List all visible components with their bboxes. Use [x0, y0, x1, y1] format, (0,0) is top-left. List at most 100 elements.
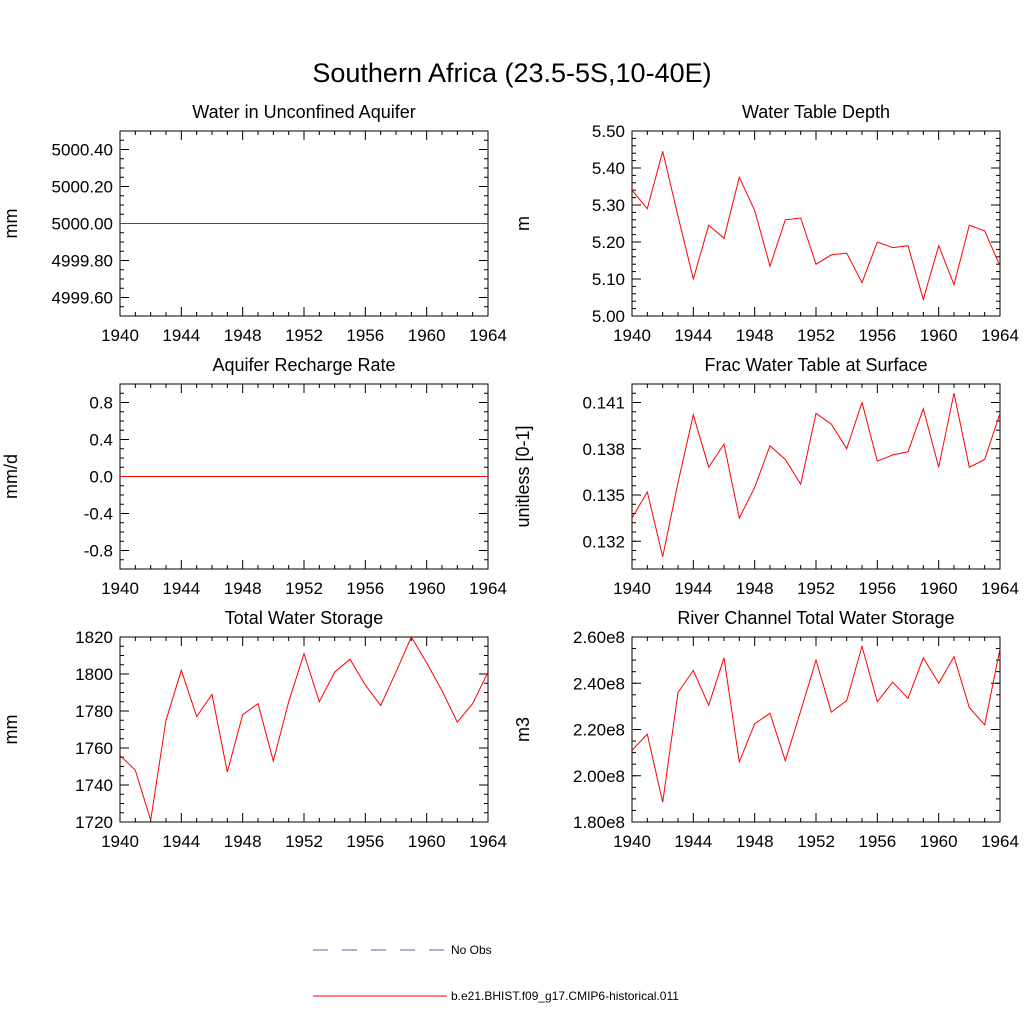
x-tick-label: 1940: [613, 832, 651, 851]
panel-title: Frac Water Table at Surface: [704, 355, 927, 375]
panels-group: Water in Unconfined Aquifer mm 1940 1944 194…: [1, 102, 1019, 851]
panel-frac-water-table-at-surface: Frac Water Table at Surface unitless [0-1…: [513, 355, 1019, 598]
y-tick-label: 1780: [75, 702, 113, 721]
y-tick-label: 1.80e8: [573, 813, 625, 832]
y-tick-label: 2.00e8: [573, 767, 625, 786]
figure-title: Southern Africa (23.5-5S,10-40E): [312, 58, 711, 88]
x-tick-label: 1960: [920, 326, 958, 345]
x-tick-label: 1948: [736, 326, 774, 345]
x-tick-label: 1964: [469, 326, 507, 345]
x-tick-label: 1948: [224, 326, 262, 345]
y-tick-label: 1720: [75, 813, 113, 832]
panel-title: River Channel Total Water Storage: [677, 608, 954, 628]
x-tick-label: 1948: [736, 832, 774, 851]
y-tick-label: 5000.00: [52, 215, 113, 234]
y-tick-label: 0.8: [89, 394, 113, 413]
x-tick-label: 1944: [674, 832, 712, 851]
y-tick-label: 4999.80: [52, 252, 113, 271]
x-tick-label: 1944: [162, 326, 200, 345]
x-tick-label: 1952: [797, 326, 835, 345]
y-tick-label: 0.132: [582, 532, 625, 551]
y-tick-label: 0.141: [582, 394, 625, 413]
panel-water-in-unconfined-aquifer: Water in Unconfined Aquifer mm 1940 1944 194…: [1, 102, 507, 345]
x-tick-label: 1964: [981, 832, 1019, 851]
plot-frame: [119, 636, 489, 823]
y-tick-label: -0.8: [84, 542, 113, 561]
x-tick-label: 1964: [981, 579, 1019, 598]
y-tick-label: 1820: [75, 628, 113, 647]
y-axis-label: m3: [513, 717, 533, 742]
x-tick-label: 1940: [613, 579, 651, 598]
y-tick-label: 5.50: [592, 122, 625, 141]
y-axis-label: mm/d: [1, 454, 21, 499]
y-tick-label: 2.60e8: [573, 628, 625, 647]
panel-aquifer-recharge-rate: Aquifer Recharge Rate mm/d 1940 1944 1948 195…: [1, 355, 507, 598]
panel-total-water-storage: Total Water Storage mm 1940 1944 1948 1952 195…: [1, 608, 507, 851]
series-line: [631, 151, 1001, 302]
x-tick-label: 1952: [285, 326, 323, 345]
x-tick-label: 1952: [797, 832, 835, 851]
y-axis-label: mm: [1, 209, 21, 239]
y-tick-label: 1760: [75, 739, 113, 758]
x-tick-label: 1940: [101, 326, 139, 345]
y-tick-label: 1800: [75, 665, 113, 684]
y-tick-label: 5.00: [592, 307, 625, 326]
x-tick-label: 1964: [981, 326, 1019, 345]
x-tick-label: 1948: [736, 579, 774, 598]
y-tick-label: 5.10: [592, 270, 625, 289]
x-tick-label: 1956: [346, 326, 384, 345]
x-tick-label: 1944: [674, 579, 712, 598]
y-tick-label: 5000.40: [52, 141, 113, 160]
x-tick-label: 1956: [346, 832, 384, 851]
y-axis-label: mm: [1, 715, 21, 745]
plot-frame: [631, 130, 1001, 317]
x-tick-label: 1944: [162, 832, 200, 851]
y-tick-label: 5000.20: [52, 178, 113, 197]
plot-frame: [631, 383, 1001, 570]
panel-title: Total Water Storage: [225, 608, 383, 628]
legend-label-model: b.e21.BHIST.f09_g17.CMIP6-historical.011: [451, 989, 679, 1003]
x-tick-label: 1960: [408, 832, 446, 851]
y-tick-label: 0.0: [89, 468, 113, 487]
y-tick-label: 2.40e8: [573, 674, 625, 693]
y-tick-label: 5.30: [592, 196, 625, 215]
x-tick-label: 1956: [858, 579, 896, 598]
x-tick-label: 1944: [674, 326, 712, 345]
y-tick-label: 1740: [75, 776, 113, 795]
x-tick-label: 1964: [469, 579, 507, 598]
series-line: [119, 635, 489, 821]
y-tick-label: 0.138: [582, 440, 625, 459]
legend: No Obs b.e21.BHIST.f09_g17.CMIP6-histori…: [313, 943, 679, 1003]
y-axis-label: m: [513, 216, 533, 231]
panel-title: Water in Unconfined Aquifer: [192, 102, 415, 122]
y-tick-label: 4999.60: [52, 289, 113, 308]
series-line: [631, 393, 1001, 557]
x-tick-label: 1940: [101, 579, 139, 598]
x-tick-label: 1956: [858, 326, 896, 345]
x-tick-label: 1940: [613, 326, 651, 345]
x-tick-label: 1956: [858, 832, 896, 851]
x-tick-label: 1944: [162, 579, 200, 598]
y-tick-label: 5.20: [592, 233, 625, 252]
x-tick-label: 1948: [224, 579, 262, 598]
y-tick-label: -0.4: [84, 505, 113, 524]
x-tick-label: 1948: [224, 832, 262, 851]
x-tick-label: 1964: [469, 832, 507, 851]
x-tick-label: 1956: [346, 579, 384, 598]
y-tick-label: 0.4: [89, 431, 113, 450]
x-tick-label: 1952: [285, 579, 323, 598]
x-tick-label: 1960: [408, 579, 446, 598]
panel-title: Aquifer Recharge Rate: [212, 355, 395, 375]
x-tick-label: 1940: [101, 832, 139, 851]
y-tick-label: 2.20e8: [573, 721, 625, 740]
x-tick-label: 1960: [408, 326, 446, 345]
x-tick-label: 1960: [920, 832, 958, 851]
y-tick-label: 5.40: [592, 159, 625, 178]
x-tick-label: 1952: [797, 579, 835, 598]
legend-label-no-obs: No Obs: [451, 943, 492, 957]
x-tick-label: 1952: [285, 832, 323, 851]
x-tick-label: 1960: [920, 579, 958, 598]
panel-title: Water Table Depth: [742, 102, 890, 122]
